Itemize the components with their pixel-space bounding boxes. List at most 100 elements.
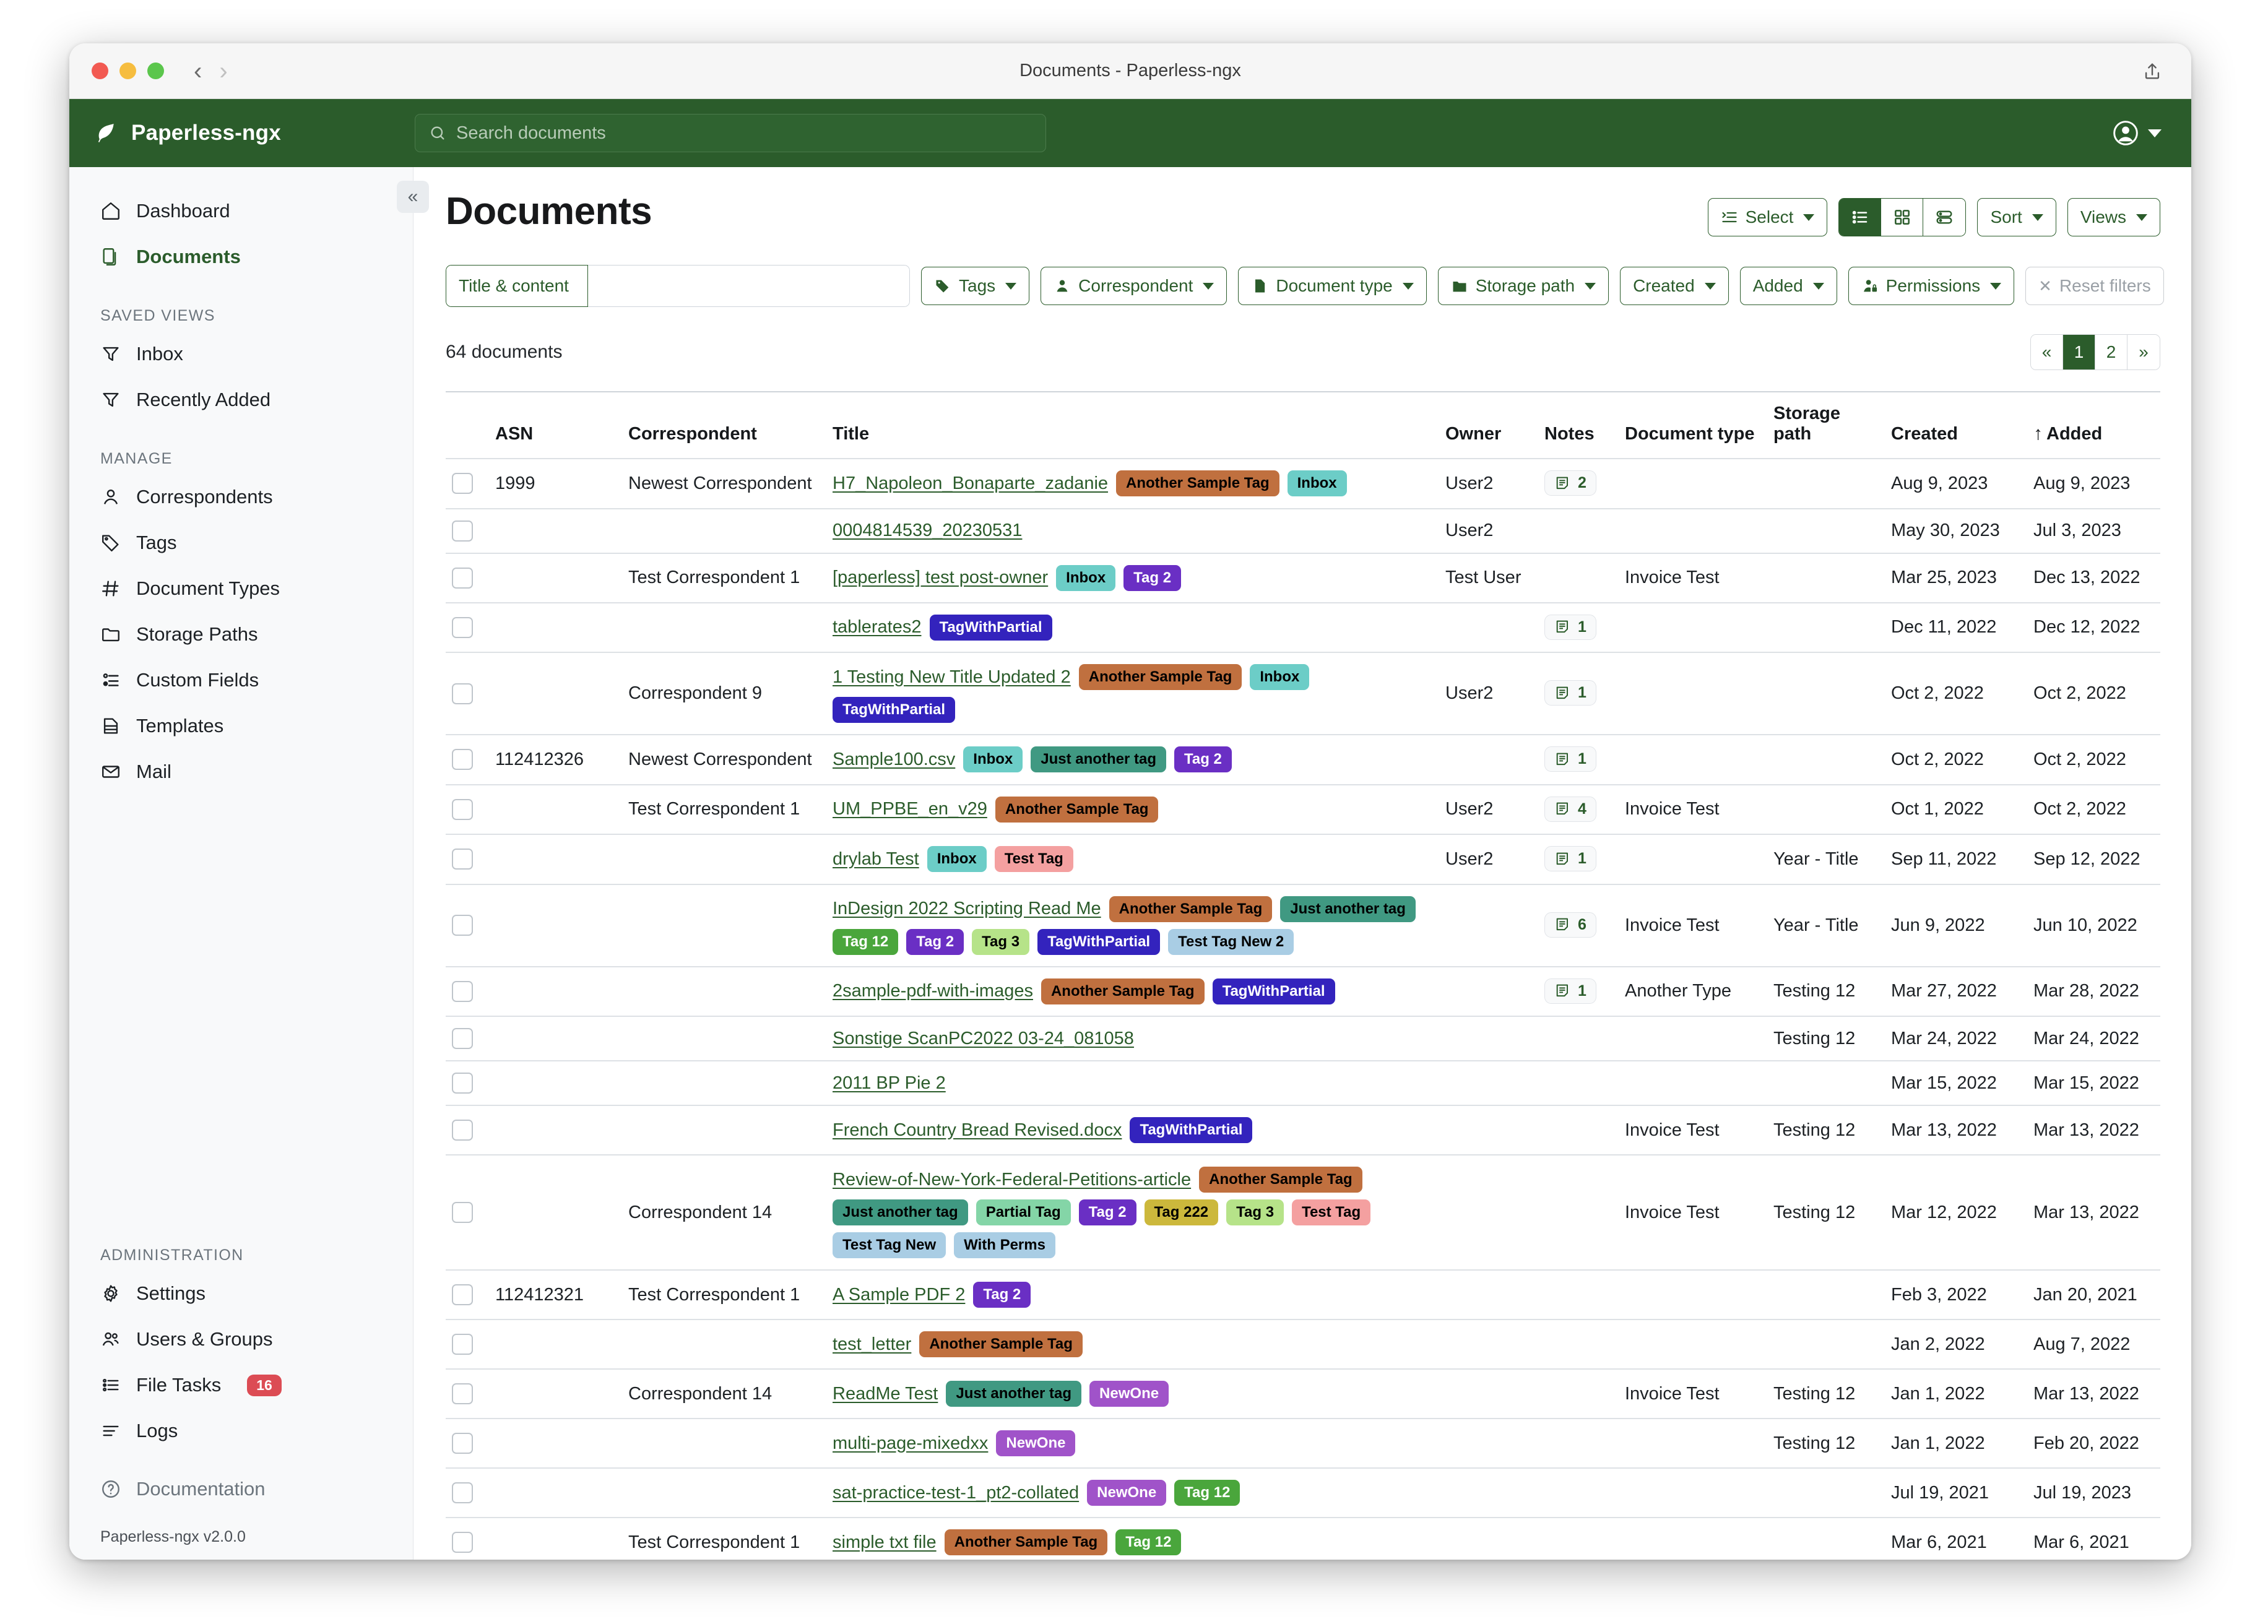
- permissions-filter-button[interactable]: Permissions: [1848, 267, 2015, 305]
- document-title-link[interactable]: sat-practice-test-1_pt2-collated: [833, 1482, 1080, 1503]
- document-title-link[interactable]: H7_Napoleon_Bonaparte_zadanie: [833, 473, 1109, 493]
- row-checkbox[interactable]: [452, 1120, 473, 1141]
- sidebar-item-recently-added[interactable]: Recently Added: [69, 377, 413, 423]
- tag-badge[interactable]: NewOne: [1089, 1381, 1169, 1407]
- table-row[interactable]: 0004814539_20230531 User2 May 30, 2023 Jul …: [446, 508, 2160, 553]
- row-checkbox-cell[interactable]: [446, 1418, 489, 1468]
- row-checkbox[interactable]: [452, 1073, 473, 1094]
- tag-badge[interactable]: TagWithPartial: [1130, 1117, 1253, 1143]
- tag-badge[interactable]: Inbox: [927, 846, 987, 873]
- row-checkbox[interactable]: [452, 1334, 473, 1355]
- tag-badge[interactable]: Just another tag: [1280, 896, 1416, 922]
- column-header-owner[interactable]: Owner: [1445, 424, 1502, 444]
- sidebar-item-file-tasks[interactable]: File Tasks 16: [69, 1362, 413, 1408]
- row-checkbox-cell[interactable]: [446, 602, 489, 652]
- document-title-link[interactable]: InDesign 2022 Scripting Read Me: [833, 899, 1101, 918]
- sidebar-item-users-groups[interactable]: Users & Groups: [69, 1316, 413, 1362]
- column-header-added[interactable]: ↑ Added: [2033, 423, 2103, 444]
- row-checkbox[interactable]: [452, 749, 473, 771]
- tag-badge[interactable]: Tag 2: [1078, 1199, 1136, 1225]
- pagination-first[interactable]: «: [2031, 335, 2063, 369]
- tag-badge[interactable]: Just another tag: [946, 1381, 1082, 1407]
- notes-count-badge[interactable]: 1: [1544, 680, 1596, 706]
- row-checkbox-cell[interactable]: [446, 1105, 489, 1155]
- brand[interactable]: Paperless-ngx: [94, 121, 404, 145]
- collapse-sidebar-button[interactable]: «: [397, 181, 429, 213]
- tag-badge[interactable]: TagWithPartial: [1037, 928, 1161, 955]
- row-checkbox-cell[interactable]: [446, 784, 489, 834]
- sidebar-item-correspondents[interactable]: Correspondents: [69, 474, 413, 520]
- select-all-header[interactable]: [446, 392, 489, 459]
- close-window-button[interactable]: [92, 63, 108, 79]
- row-checkbox-cell[interactable]: [446, 458, 489, 509]
- table-row[interactable]: test_letter Another Sample Tag Jan 2, 2022…: [446, 1319, 2160, 1369]
- table-row[interactable]: Sonstige ScanPC2022 03-24_081058 Testing …: [446, 1016, 2160, 1061]
- search-input[interactable]: Search documents: [415, 114, 1046, 152]
- sidebar-item-mail[interactable]: Mail: [69, 749, 413, 795]
- document-title-link[interactable]: [paperless] test post-owner: [833, 568, 1049, 587]
- table-row[interactable]: tablerates2 TagWithPartial 1 Dec 11, 2022 De…: [446, 602, 2160, 652]
- table-row[interactable]: 112412326 Newest Correspondent Sample100.c…: [446, 734, 2160, 785]
- tag-badge[interactable]: Inbox: [1287, 470, 1347, 497]
- tag-badge[interactable]: Partial Tag: [976, 1199, 1071, 1225]
- document-title-link[interactable]: UM_PPBE_en_v29: [833, 799, 987, 819]
- row-checkbox[interactable]: [452, 798, 473, 820]
- tag-badge[interactable]: Tag 12: [833, 928, 899, 955]
- storage-path-filter-button[interactable]: Storage path: [1437, 267, 1609, 305]
- tag-badge[interactable]: Test Tag New 2: [1168, 928, 1294, 955]
- tag-badge[interactable]: Inbox: [963, 746, 1023, 773]
- sidebar-item-inbox[interactable]: Inbox: [69, 331, 413, 377]
- title-content-input[interactable]: [587, 265, 910, 307]
- select-button[interactable]: Select: [1707, 198, 1828, 236]
- views-button[interactable]: Views: [2067, 198, 2160, 236]
- row-checkbox[interactable]: [452, 915, 473, 936]
- grid-view-button[interactable]: [1881, 199, 1924, 236]
- sidebar-item-documents[interactable]: Documents: [69, 234, 413, 280]
- row-checkbox[interactable]: [452, 980, 473, 1002]
- tag-badge[interactable]: Another Sample Tag: [1078, 664, 1242, 690]
- tags-filter-button[interactable]: Tags: [921, 267, 1030, 305]
- document-title-link[interactable]: French Country Bread Revised.docx: [833, 1120, 1122, 1140]
- tag-badge[interactable]: Another Sample Tag: [1116, 470, 1279, 497]
- tag-badge[interactable]: Inbox: [1250, 664, 1310, 690]
- table-row[interactable]: 2sample-pdf-with-images Another Sample Ta…: [446, 965, 2160, 1016]
- row-checkbox-cell[interactable]: [446, 1269, 489, 1320]
- row-checkbox-cell[interactable]: [446, 1016, 489, 1061]
- sidebar-item-logs[interactable]: Logs: [69, 1408, 413, 1454]
- tag-badge[interactable]: Tag 2: [906, 928, 964, 955]
- share-icon[interactable]: [2142, 61, 2163, 82]
- tag-badge[interactable]: Another Sample Tag: [944, 1529, 1108, 1555]
- document-title-link[interactable]: multi-page-mixedxx: [833, 1433, 989, 1453]
- row-checkbox[interactable]: [452, 1028, 473, 1049]
- back-button[interactable]: ‹: [194, 57, 202, 85]
- notes-count-badge[interactable]: 2: [1544, 470, 1596, 496]
- document-title-link[interactable]: ReadMe Test: [833, 1383, 938, 1404]
- column-header-notes[interactable]: Notes: [1544, 424, 1595, 444]
- column-header-document-type[interactable]: Document type: [1625, 424, 1755, 444]
- maximize-window-button[interactable]: [147, 63, 164, 79]
- table-row[interactable]: multi-page-mixedxx NewOne Testing 12 Jan 1,…: [446, 1418, 2160, 1468]
- tag-badge[interactable]: TagWithPartial: [833, 697, 956, 723]
- pagination-last[interactable]: »: [2127, 335, 2160, 369]
- tag-badge[interactable]: Inbox: [1056, 564, 1116, 591]
- tag-badge[interactable]: Tag 12: [1174, 1480, 1240, 1506]
- tag-badge[interactable]: Another Sample Tag: [1109, 896, 1273, 922]
- document-title-link[interactable]: 2sample-pdf-with-images: [833, 981, 1033, 1001]
- tag-badge[interactable]: NewOne: [996, 1430, 1076, 1456]
- document-title-link[interactable]: simple txt file: [833, 1532, 937, 1552]
- correspondent-filter-button[interactable]: Correspondent: [1041, 267, 1227, 305]
- row-checkbox[interactable]: [452, 1482, 473, 1503]
- forward-button[interactable]: ›: [219, 57, 228, 85]
- tag-badge[interactable]: With Perms: [954, 1232, 1055, 1258]
- tag-badge[interactable]: TagWithPartial: [929, 614, 1052, 641]
- tag-badge[interactable]: NewOne: [1087, 1480, 1167, 1506]
- document-type-filter-button[interactable]: Document type: [1238, 267, 1427, 305]
- notes-count-badge[interactable]: 6: [1544, 912, 1596, 938]
- tag-badge[interactable]: Test Tag: [994, 846, 1073, 873]
- notes-count-badge[interactable]: 1: [1544, 846, 1596, 871]
- document-title-link[interactable]: drylab Test: [833, 849, 919, 869]
- row-checkbox-cell[interactable]: [446, 508, 489, 553]
- document-title-link[interactable]: 1 Testing New Title Updated 2: [833, 667, 1071, 687]
